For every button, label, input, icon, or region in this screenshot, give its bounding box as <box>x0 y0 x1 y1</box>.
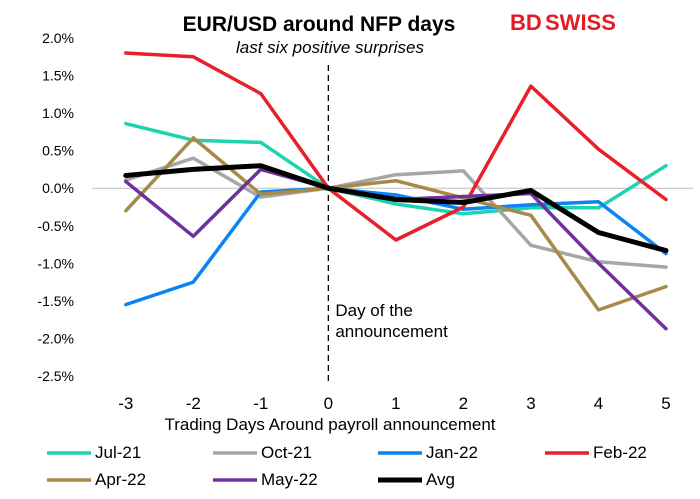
x-tick-label: 1 <box>391 394 400 413</box>
y-tick-label: -0.5% <box>37 218 74 234</box>
x-tick-label: -1 <box>253 394 268 413</box>
y-tick-label: -2.0% <box>37 330 74 346</box>
y-tick-label: -1.5% <box>37 293 74 309</box>
legend: Jul-21 Oct-21 Jan-22 Feb-22 Apr-22 May-22 Avg <box>47 443 647 489</box>
y-tick-label: 1.5% <box>42 68 74 84</box>
series-line-avg <box>123 163 669 254</box>
legend-label: Oct-21 <box>261 443 312 462</box>
y-axis: 2.0% 1.5% 1.0% 0.5% 0.0% -0.5% -1.0% -1.5% -2.0%… <box>37 30 74 384</box>
legend-label: Feb-22 <box>593 443 647 462</box>
x-tick-label: 0 <box>324 394 333 413</box>
announcement-annotation: Day of the announcement <box>327 65 448 385</box>
x-tick-label: 2 <box>459 394 468 413</box>
y-tick-label: 1.0% <box>42 105 74 121</box>
legend-label: Jan-22 <box>426 443 478 462</box>
chart-title: EUR/USD around NFP days <box>183 13 456 36</box>
x-tick-label: -2 <box>186 394 201 413</box>
x-tick-label: 5 <box>661 394 670 413</box>
series-lines <box>123 51 669 331</box>
y-tick-label: 0.5% <box>42 143 74 159</box>
x-axis-title: Trading Days Around payroll announcement <box>164 415 495 434</box>
logo-text-bd: BD <box>510 10 542 35</box>
series-line-jan-22 <box>124 186 668 307</box>
series-line-oct-21 <box>124 156 668 269</box>
y-tick-label: -2.5% <box>37 368 74 384</box>
x-axis: -3 -2 -1 0 1 2 3 4 5 <box>92 187 693 413</box>
legend-label: Apr-22 <box>95 470 146 489</box>
x-tick-label: 4 <box>594 394 603 413</box>
announcement-label: Day of the <box>335 301 413 320</box>
series-line-feb-22 <box>124 51 668 242</box>
legend-label: May-22 <box>261 470 318 489</box>
legend-label: Avg <box>426 470 455 489</box>
series-line-jul-21 <box>124 121 668 216</box>
legend-label: Jul-21 <box>95 443 141 462</box>
x-tick-label: -3 <box>118 394 133 413</box>
y-tick-label: -1.0% <box>37 255 74 271</box>
logo-text-swiss: SWISS <box>545 10 616 35</box>
chart-subtitle: last six positive surprises <box>236 38 425 57</box>
announcement-label: announcement <box>335 322 448 341</box>
x-tick-label: 3 <box>526 394 535 413</box>
y-tick-label: 0.0% <box>42 180 74 196</box>
series-line-apr-22 <box>124 136 668 312</box>
brand-logo: BD SWISS <box>510 10 616 35</box>
y-tick-label: 2.0% <box>42 30 74 46</box>
